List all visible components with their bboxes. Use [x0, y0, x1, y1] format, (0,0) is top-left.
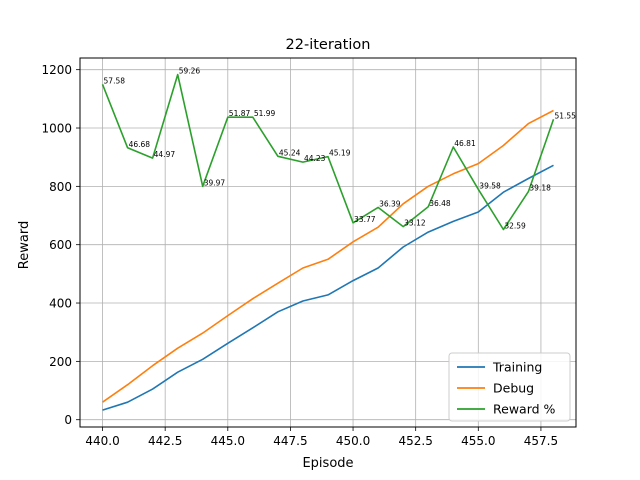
legend-box — [448, 352, 571, 422]
data-point-label: 36.48 — [429, 199, 451, 208]
data-point-label: 51.99 — [254, 109, 276, 118]
data-point-label: 46.68 — [129, 140, 151, 149]
legend-entry-label: Reward % — [493, 402, 556, 417]
plot-area-frame — [79, 57, 577, 428]
data-point-label: 44.23 — [304, 154, 326, 163]
data-point-label: 36.39 — [379, 199, 401, 208]
series-line-reward — [101, 73, 555, 231]
legend: Training Debug Reward % — [448, 352, 571, 422]
series-lines — [101, 73, 555, 411]
data-point-label: 45.24 — [279, 148, 301, 157]
axis-ticks: 440.0 442.5 445.0 447.5 450.0 452.5 455.0 457.5… — [41, 63, 558, 448]
x-tick-label: 452.5 — [398, 434, 432, 448]
y-tick-label: 600 — [49, 238, 72, 252]
y-tick-label: 800 — [49, 180, 72, 194]
x-axis-label: Episode — [302, 456, 353, 471]
data-point-label: 33.77 — [354, 215, 376, 224]
y-tick-label: 1000 — [41, 122, 72, 136]
data-point-label: 44.97 — [154, 150, 176, 159]
data-point-label: 39.58 — [479, 181, 501, 190]
data-point-label: 33.12 — [404, 219, 426, 228]
data-point-label: 39.18 — [529, 184, 551, 193]
y-axis-label: Reward — [17, 221, 32, 269]
x-tick-label: 442.5 — [148, 434, 182, 448]
y-tick-label: 0 — [64, 413, 72, 427]
legend-entry-label: Training — [492, 360, 542, 375]
data-point-label: 51.55 — [554, 111, 576, 120]
x-tick-label: 447.5 — [273, 434, 307, 448]
data-point-label: 57.58 — [104, 76, 126, 85]
data-point-label: 32.59 — [504, 222, 526, 231]
y-tick-label: 1200 — [41, 63, 72, 77]
data-point-label: 59.26 — [179, 67, 201, 76]
y-tick-label: 200 — [49, 355, 72, 369]
data-point-label: 45.19 — [329, 149, 351, 158]
series-line-training — [102, 164, 554, 411]
data-point-label: 39.97 — [204, 178, 226, 187]
chart-title: 22-iteration — [286, 37, 371, 53]
data-point-label: 46.81 — [454, 139, 476, 148]
y-tick-label: 400 — [49, 297, 72, 311]
legend-entry-label: Debug — [493, 381, 534, 396]
x-tick-label: 440.0 — [85, 434, 119, 448]
x-tick-label: 457.5 — [524, 434, 558, 448]
series-line-debug — [102, 109, 554, 403]
data-point-label: 51.87 — [229, 109, 251, 118]
x-tick-label: 445.0 — [211, 434, 245, 448]
x-tick-label: 450.0 — [336, 434, 370, 448]
x-tick-label: 455.0 — [461, 434, 495, 448]
